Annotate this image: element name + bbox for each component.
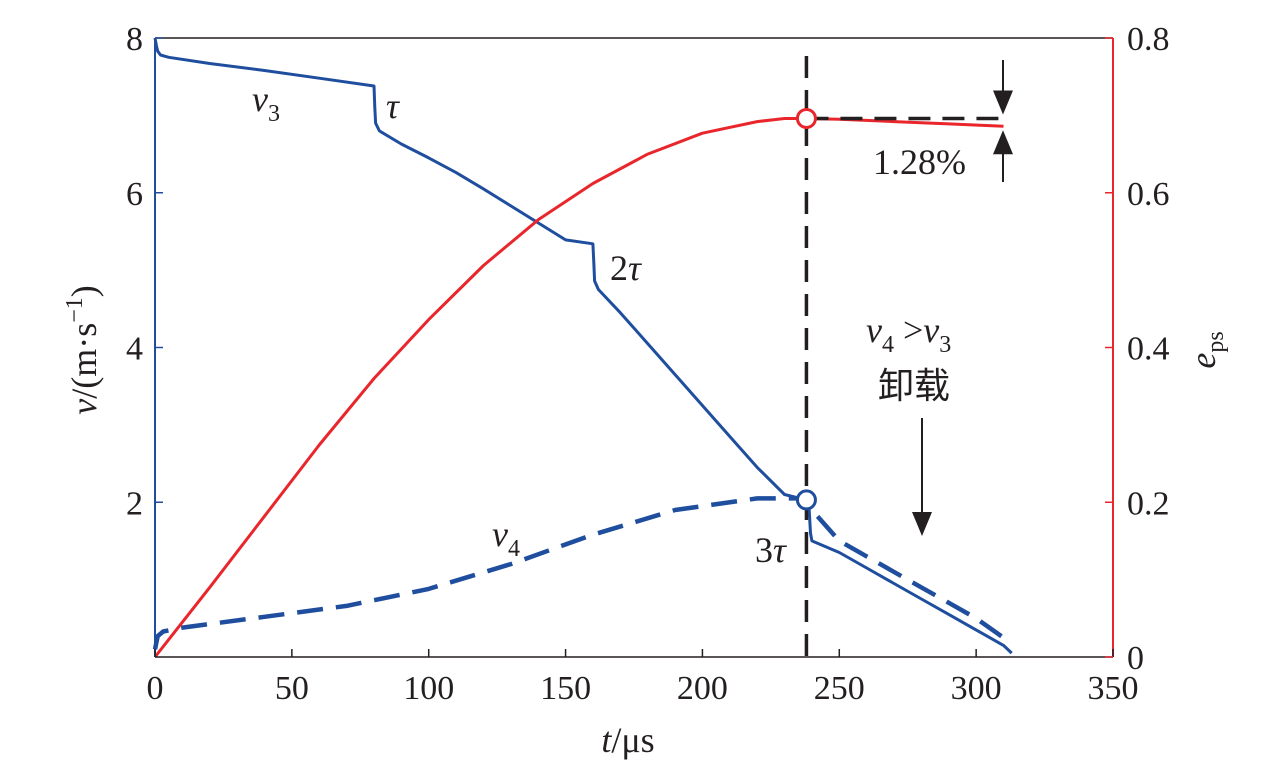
y-right-tick-label-2: 0.4 [1127, 331, 1170, 368]
label-v4: v4 [492, 514, 520, 562]
series-line-1 [152, 496, 1005, 650]
tick-labels: 0 50 100 150 200 250 300 350 2 4 6 8 0 0.2 0.4 0.6 0.8 [126, 21, 1170, 707]
x-tick-label-2: 100 [403, 670, 454, 707]
y-left-tick-label-1: 4 [126, 331, 143, 368]
markers [795, 107, 817, 511]
x-tick-label-1: 50 [275, 670, 309, 707]
label-condition: v4 >v3 [866, 310, 951, 358]
x-tick-label-4: 200 [677, 670, 728, 707]
ticks [154, 37, 1114, 658]
marker-circle-0 [795, 489, 817, 511]
x-tick-label-5: 250 [814, 670, 865, 707]
right-axis-title: eps [1183, 331, 1229, 368]
arrow-top-head [993, 90, 1013, 115]
y-right-tick-label-0: 0 [1127, 640, 1144, 677]
x-tick-label-6: 300 [951, 670, 1002, 707]
arrow-unload-head [912, 512, 932, 536]
y-right-tick-label-1: 0.2 [1127, 485, 1170, 522]
y-left-tick-label-0: 2 [126, 485, 143, 522]
series-line-0 [153, 37, 1013, 655]
x-tick-label-0: 0 [147, 670, 164, 707]
label-percent: 1.28% [873, 142, 966, 182]
arrow-bottom-head [993, 130, 1013, 155]
x-axis-title: t/μs [601, 720, 654, 760]
y-right-tick-label-4: 0.8 [1127, 21, 1170, 58]
label-3tau: 3τ [755, 530, 787, 570]
label-tau: τ [386, 86, 400, 126]
label-unload: 卸载 [878, 366, 950, 407]
plot-frame [154, 37, 1114, 658]
y-left-tick-label-3: 8 [126, 21, 143, 58]
label-v3: v3 [252, 79, 280, 127]
left-axis-title: v/(m·s−1) [62, 285, 104, 415]
series-line-2 [153, 117, 1004, 658]
y-right-tick-label-3: 0.6 [1127, 176, 1170, 213]
y-left-tick-label-2: 6 [126, 176, 143, 213]
x-tick-label-7: 350 [1088, 670, 1139, 707]
annotation-arrows [912, 60, 1013, 536]
x-tick-label-3: 150 [540, 670, 591, 707]
marker-circle-1 [795, 107, 817, 129]
label-2tau: 2τ [610, 248, 642, 288]
